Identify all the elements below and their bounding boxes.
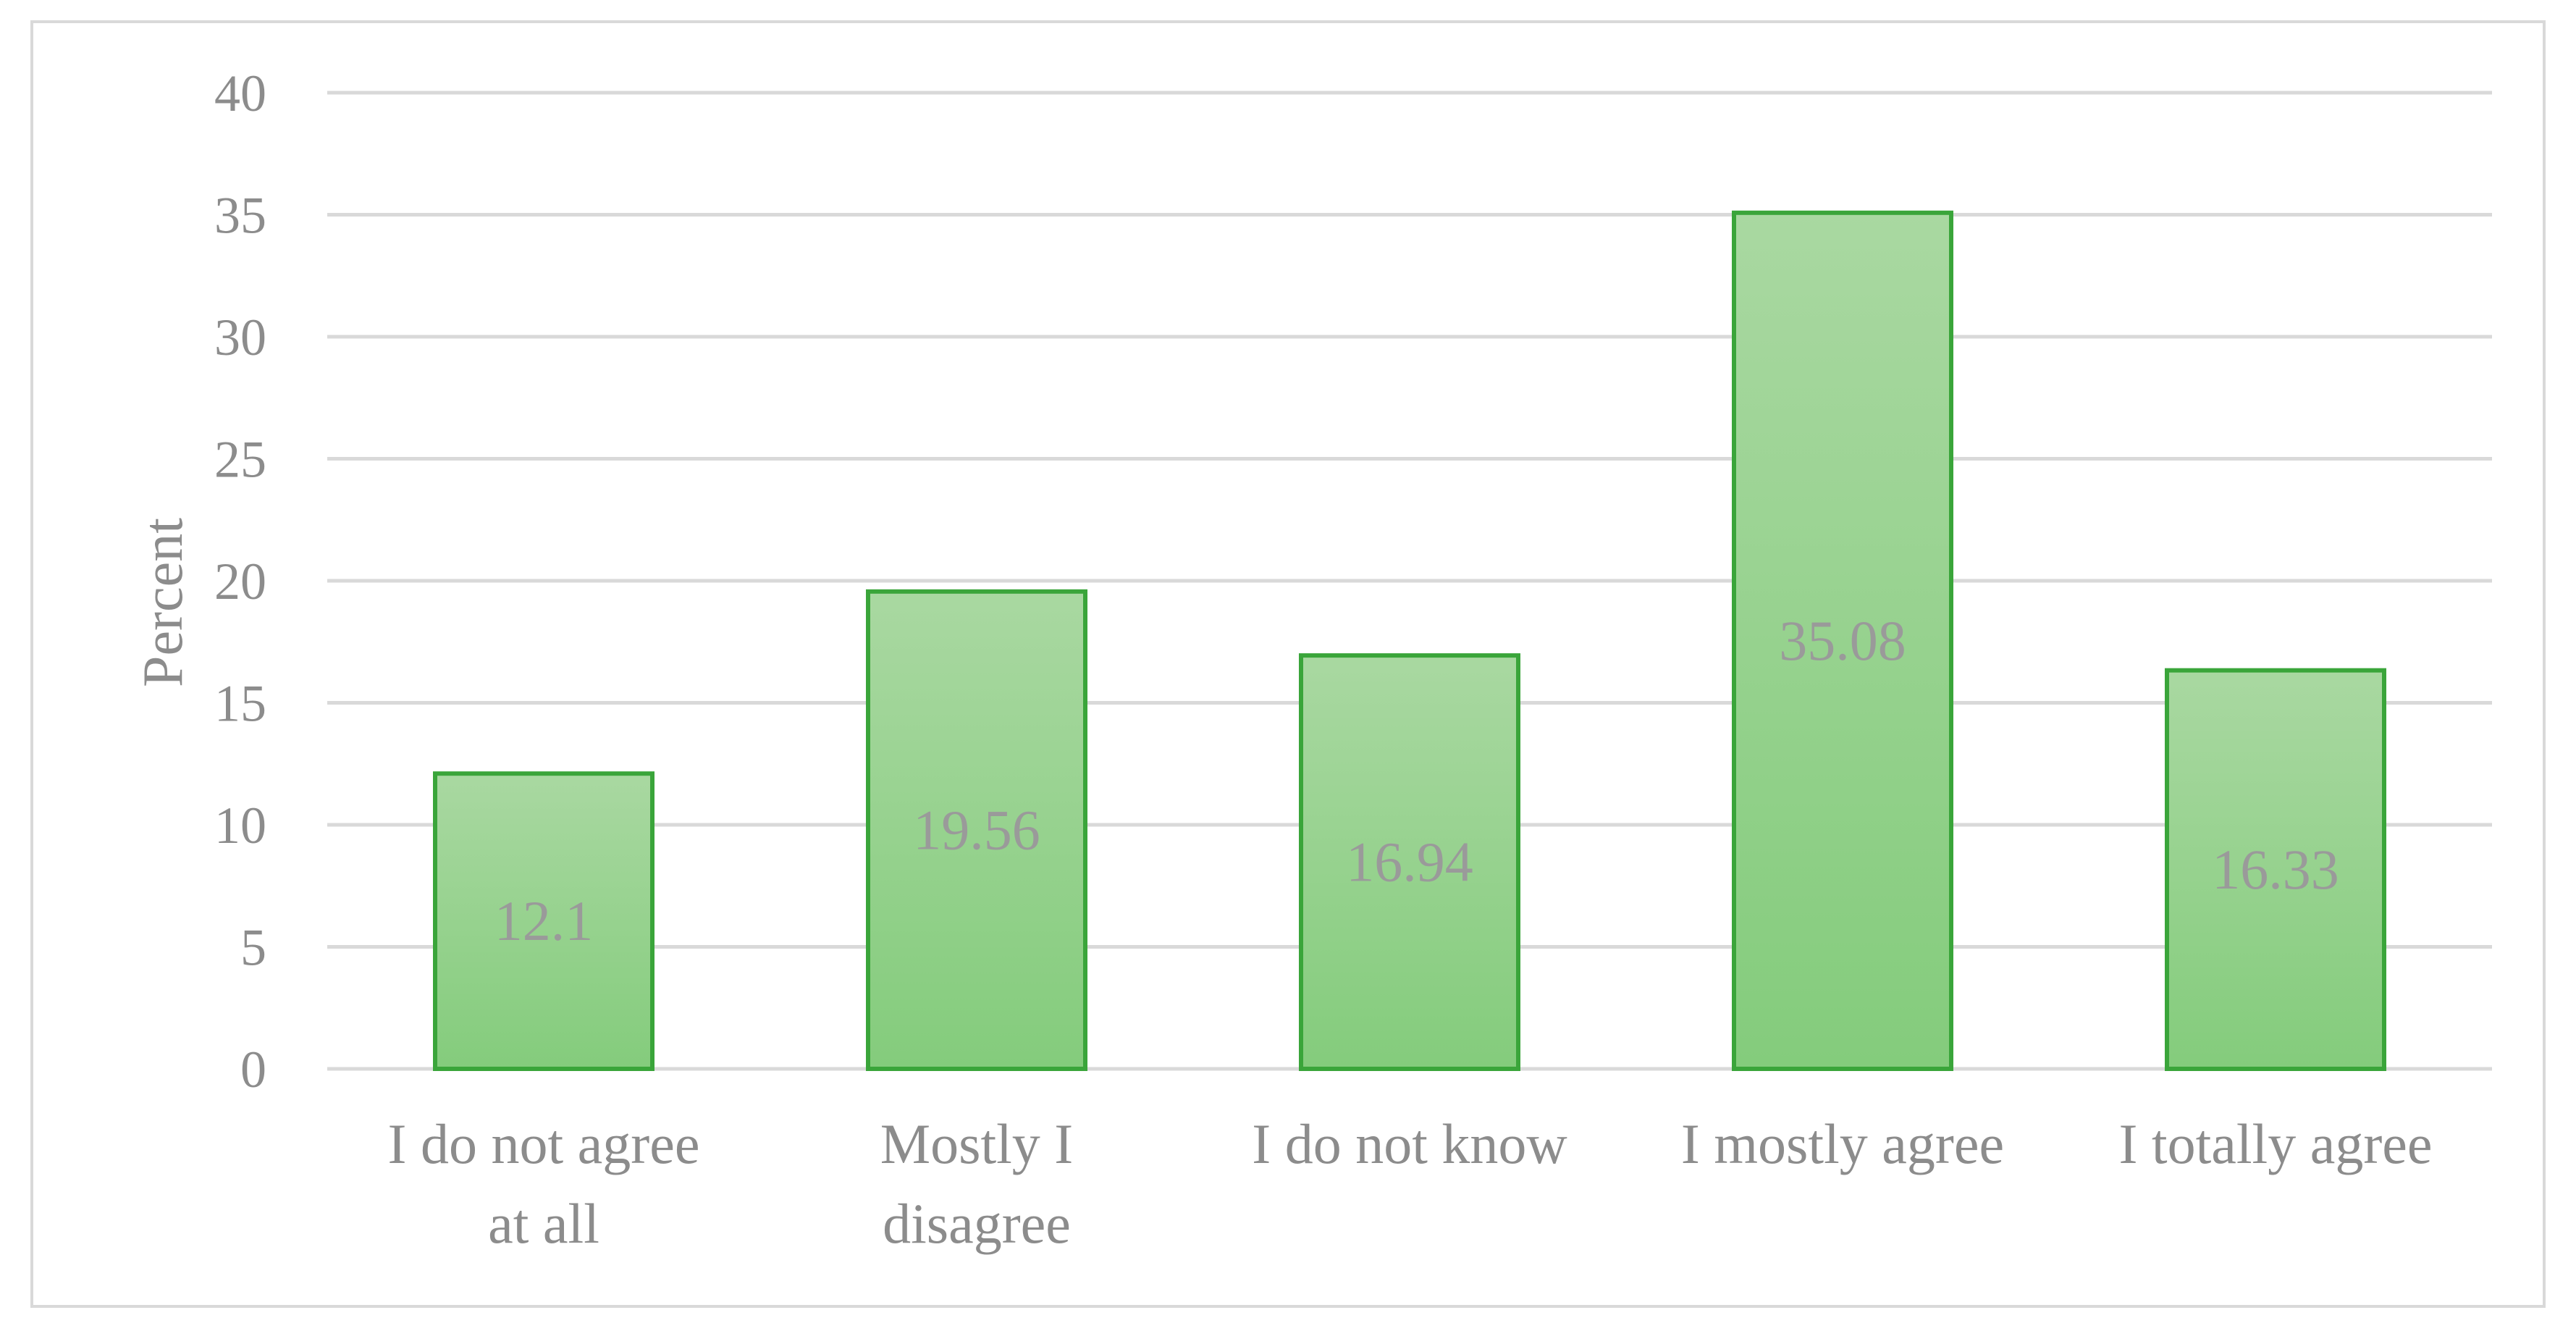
y-tick-label: 25: [214, 431, 266, 489]
y-axis-title: Percent: [131, 518, 194, 687]
y-tick-label: 10: [214, 797, 266, 855]
bar: [1732, 210, 1953, 1072]
data-label: 16.33: [2212, 838, 2339, 901]
y-tick-label: 20: [214, 553, 266, 610]
y-tick-label: 5: [240, 919, 266, 977]
y-axis-ticks: 0 5 10 15 20 25 30 35 40: [214, 64, 266, 1099]
y-tick-label: 0: [240, 1041, 266, 1099]
x-category-label-line: at all: [488, 1192, 599, 1255]
data-label: 16.94: [1346, 831, 1473, 894]
x-category-label-line: I do not agree: [388, 1112, 700, 1175]
bar: [433, 771, 654, 1071]
x-category-label-line: I do not know: [1252, 1112, 1567, 1175]
bar: [1299, 653, 1520, 1071]
y-tick-label: 35: [214, 187, 266, 245]
y-tick-label: 15: [214, 675, 266, 733]
data-label: 19.56: [913, 798, 1040, 861]
x-category-label-line: I totally agree: [2118, 1112, 2432, 1175]
x-category-label: I totally agree: [2118, 1112, 2432, 1175]
data-label: 35.08: [1779, 609, 1906, 672]
data-label: 12.1: [494, 889, 594, 952]
x-category-label: I do not agree at all: [388, 1112, 700, 1255]
x-category-label: I do not know: [1252, 1112, 1567, 1175]
bar: [2165, 668, 2386, 1071]
x-category-label-line: Mostly I: [880, 1112, 1074, 1175]
bar: [866, 589, 1087, 1071]
y-tick-label: 40: [214, 64, 266, 122]
x-category-label-line: I mostly agree: [1681, 1112, 2004, 1175]
gridlines: [327, 91, 2492, 1071]
bar-chart: 0 5 10 15 20 25 30 35 40 12.1 19.56 16.94 35.08 16.3…: [131, 64, 2492, 1255]
x-axis-categories: I do not agree at all Mostly I disagree I do…: [388, 1112, 2433, 1255]
data-labels: 12.1 19.56 16.94 35.08 16.33: [494, 609, 2339, 952]
x-category-label: Mostly I disagree: [880, 1112, 1074, 1255]
bars: [433, 210, 2386, 1072]
x-category-label-line: disagree: [883, 1192, 1071, 1255]
chart-frame: 0 5 10 15 20 25 30 35 40 12.1 19.56 16.94 35.08 16.3…: [30, 20, 2546, 1308]
x-category-label: I mostly agree: [1681, 1112, 2004, 1175]
y-tick-label: 30: [214, 308, 266, 366]
